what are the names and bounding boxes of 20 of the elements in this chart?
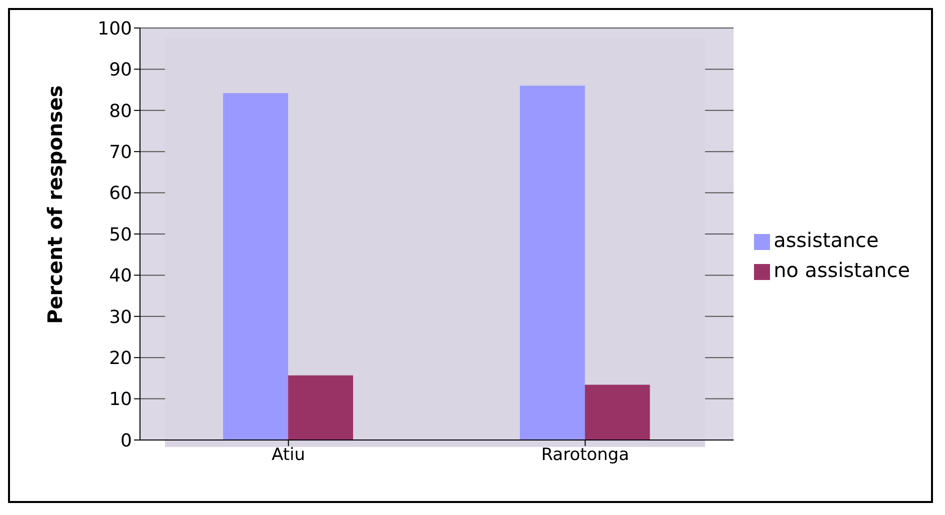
bar bbox=[520, 86, 585, 440]
legend-label: no assistance bbox=[774, 258, 910, 282]
y-tick-label: 0 bbox=[120, 430, 132, 452]
x-tick-label: Atiu bbox=[272, 445, 306, 466]
bar bbox=[584, 384, 650, 440]
y-tick-label: 30 bbox=[109, 306, 132, 328]
y-axis-title: Percent of responses bbox=[43, 85, 68, 324]
x-tick-label: Rarotonga bbox=[541, 445, 630, 466]
y-tick-label: 20 bbox=[109, 348, 132, 369]
y-tick-label: 60 bbox=[109, 183, 132, 204]
y-tick-label: 50 bbox=[109, 224, 132, 246]
y-tick-label: 80 bbox=[109, 100, 132, 122]
bar bbox=[223, 93, 288, 440]
legend-label: assistance bbox=[774, 228, 879, 252]
y-tick-label: 40 bbox=[109, 266, 132, 287]
bar bbox=[288, 375, 354, 440]
y-tick-label: 10 bbox=[109, 389, 132, 410]
y-tick-label: 100 bbox=[98, 18, 132, 40]
y-tick-label: 90 bbox=[109, 60, 132, 81]
y-tick-label: 70 bbox=[109, 142, 132, 163]
